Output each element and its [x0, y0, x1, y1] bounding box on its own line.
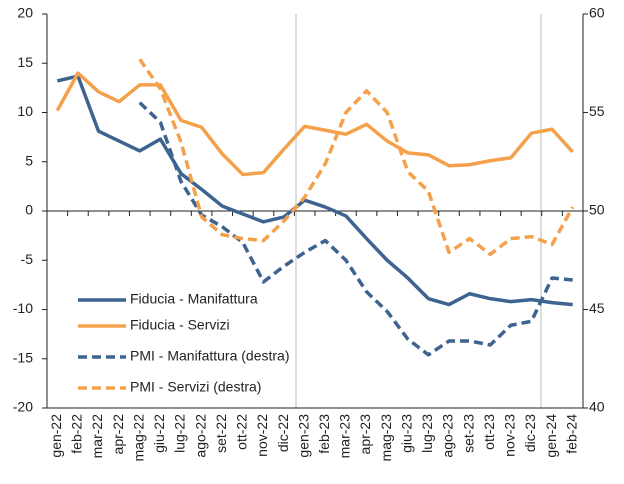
x-tick-label: mar-23	[337, 414, 353, 459]
x-tick-label: feb-23	[316, 414, 332, 454]
x-tick-label: feb-22	[69, 414, 85, 454]
y2-tick-label: 55	[589, 103, 605, 119]
y2-tick-label: 50	[589, 202, 605, 218]
y-tick-label: 5	[25, 152, 33, 168]
y-tick-label: -20	[13, 399, 33, 415]
x-tick-label: feb-24	[563, 414, 579, 454]
x-tick-label: gen-23	[295, 414, 311, 458]
x-tick-label: apr-23	[357, 414, 373, 455]
y-tick-label: 15	[17, 54, 33, 70]
x-tick-label: ott-23	[481, 414, 497, 450]
y-tick-label: -15	[13, 349, 33, 365]
series-line	[55, 71, 574, 177]
y-tick-label: 0	[25, 202, 33, 218]
x-tick-label: apr-22	[110, 414, 126, 455]
legend-label: Fiducia - Servizi	[130, 317, 230, 333]
x-tick-label: nov-23	[502, 414, 518, 457]
legend-label: PMI - Manifattura (destra)	[130, 348, 290, 364]
x-tick-label: lug-22	[172, 414, 188, 453]
x-tick-label: giu-22	[151, 414, 167, 453]
x-tick-label: set-22	[213, 414, 229, 453]
series-line	[138, 58, 575, 257]
y2-tick-label: 60	[589, 5, 605, 21]
legend-label: PMI - Servizi (destra)	[130, 379, 261, 395]
x-tick-label: gen-24	[543, 414, 559, 458]
x-tick-label: ott-22	[234, 414, 250, 450]
x-tick-label: lug-23	[419, 414, 435, 453]
y-tick-label: -10	[13, 300, 33, 316]
y-tick-label: 10	[17, 103, 33, 119]
x-tick-label: set-23	[460, 414, 476, 453]
x-tick-label: dic-23	[522, 414, 538, 452]
x-tick-label: mag-22	[130, 414, 146, 462]
x-tick-label: giu-23	[398, 414, 414, 453]
series-line	[56, 74, 573, 307]
x-tick-label: gen-22	[48, 414, 64, 458]
legend-label: Fiducia - Manifattura	[130, 291, 258, 307]
y2-tick-label: 40	[589, 399, 605, 415]
x-tick-label: nov-22	[254, 414, 270, 457]
x-tick-label: mar-22	[89, 414, 105, 459]
series-line	[138, 101, 573, 357]
x-tick-label: mag-23	[378, 414, 394, 462]
x-tick-label: dic-22	[275, 414, 291, 452]
y-tick-label: -5	[21, 251, 34, 267]
x-tick-label: ago-22	[192, 414, 208, 458]
x-tick-label: ago-23	[440, 414, 456, 458]
y2-tick-label: 45	[589, 300, 605, 316]
y-tick-label: 20	[17, 5, 33, 21]
